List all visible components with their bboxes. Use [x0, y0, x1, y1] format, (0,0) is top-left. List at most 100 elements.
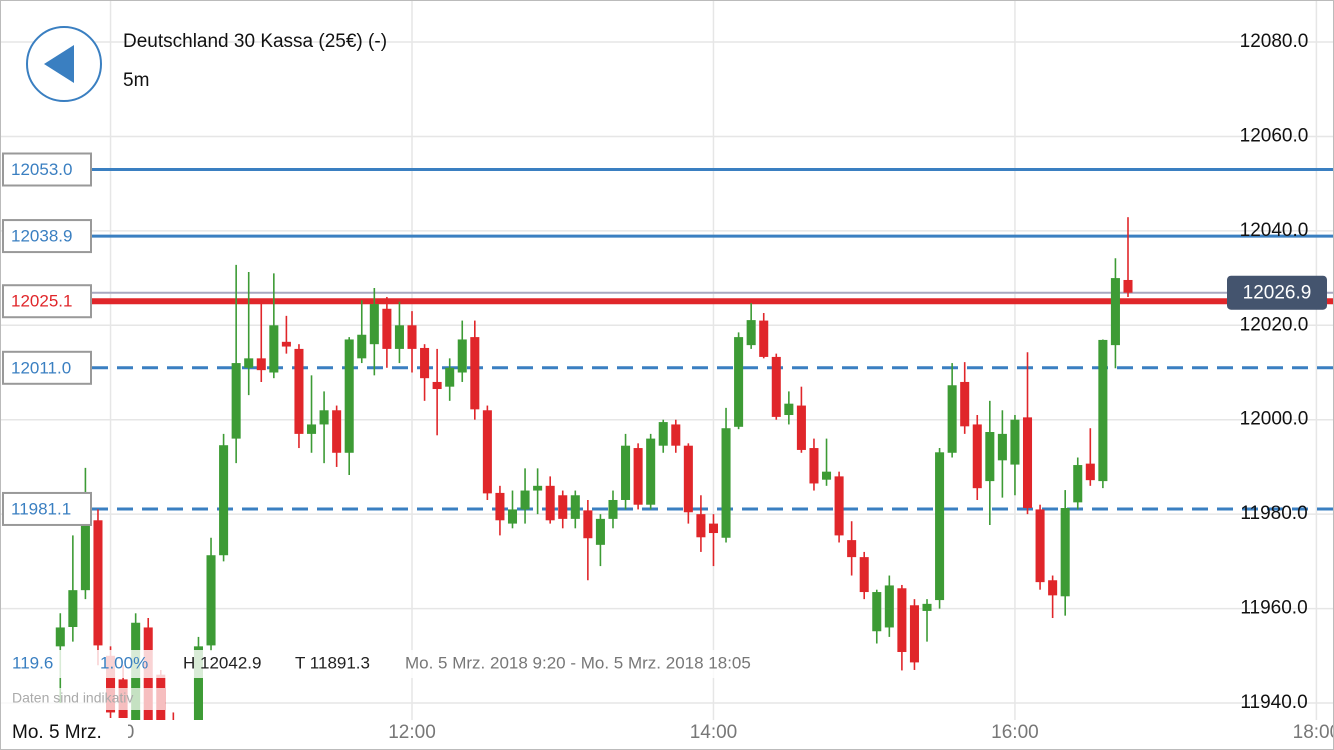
x-date-label: Mo. 5 Mrz.: [12, 722, 102, 743]
price-label: 12011.0: [11, 358, 71, 377]
candle-body: [784, 403, 794, 416]
candle-body: [445, 367, 455, 387]
candle-body: [420, 347, 430, 379]
info-note: Daten sind indikativ: [12, 690, 133, 706]
candle-body: [595, 518, 605, 545]
info-change: 119.6: [12, 653, 53, 672]
back-arrow[interactable]: [44, 45, 74, 83]
price-label: 12025.1: [11, 292, 72, 311]
candle-body: [771, 356, 781, 417]
price-label-box: [2, 350, 92, 385]
candle-body: [269, 325, 279, 373]
candle-body: [545, 485, 555, 521]
candle-body: [796, 405, 806, 450]
candle-body: [646, 438, 656, 505]
x-tick-label: 16:00: [991, 722, 1039, 743]
y-tick-label: 11980.0: [1240, 503, 1307, 524]
note-backdrop: [0, 688, 165, 710]
candle-body: [80, 495, 90, 591]
date-label-box: [0, 718, 128, 750]
candle-body: [369, 304, 379, 345]
candle-body: [495, 492, 505, 521]
candles: [55, 217, 1133, 720]
candle-body: [432, 381, 442, 390]
candle-body: [909, 605, 919, 663]
candle-body: [1010, 419, 1020, 465]
last-price-tag: [1227, 275, 1327, 310]
y-tick-label: 12040.0: [1240, 220, 1309, 241]
candle-body: [935, 452, 945, 601]
candle-body: [1073, 465, 1083, 503]
info-low: T 11891.3: [295, 653, 370, 672]
candle-body: [721, 428, 731, 538]
candle-body: [382, 308, 392, 349]
price-label: 11981.1: [11, 499, 71, 518]
candle-body: [357, 334, 367, 359]
info-backdrop: [0, 650, 820, 678]
candle-body: [93, 520, 103, 646]
price-label-box: [2, 219, 92, 254]
y-tick-label: 12080.0: [1240, 31, 1309, 52]
candle-body: [746, 320, 756, 346]
last-price-label: 12026.9: [1243, 283, 1312, 304]
candle-body: [106, 655, 116, 713]
y-tick-label: 12020.0: [1240, 314, 1309, 335]
candle-body: [206, 555, 216, 646]
x-tick-label: 12:00: [388, 722, 436, 743]
candle-body: [533, 485, 543, 491]
candle-body: [570, 495, 580, 519]
candle-body: [482, 410, 492, 494]
info-change-pct: 1.00%: [100, 653, 148, 672]
candle-body: [1098, 339, 1108, 482]
info-high: H 12042.9: [183, 653, 261, 672]
candle-body: [1048, 580, 1058, 596]
candle-body: [734, 337, 744, 427]
candle-body: [294, 348, 304, 434]
candle-body: [1085, 463, 1095, 481]
candle-body: [834, 476, 844, 536]
candle-body: [558, 495, 568, 519]
candle-body: [583, 510, 593, 539]
candle-body: [947, 385, 957, 453]
y-tick-label: 12000.0: [1240, 409, 1309, 430]
candle-body: [897, 588, 907, 653]
overlays: 12053.0 12038.9 12025.1 12011.0 11981.1 11940…: [0, 31, 1334, 750]
chart-title: Deutschland 30 Kassa (25€) (-): [123, 31, 387, 52]
back-button[interactable]: [26, 26, 102, 102]
candle-body: [470, 337, 480, 410]
candle-body: [256, 358, 266, 371]
y-tick-label: 12060.0: [1240, 125, 1309, 146]
candle-body: [520, 490, 530, 510]
candle-body: [394, 325, 404, 349]
price-label: 12038.9: [11, 227, 72, 246]
candle-body: [872, 592, 882, 632]
candle-body: [683, 445, 693, 513]
candle-body: [884, 585, 894, 628]
candle-body: [1022, 417, 1033, 509]
price-label: 12053.0: [11, 160, 72, 179]
candle-body: [972, 424, 982, 489]
candle-body: [633, 448, 643, 505]
x-tick-label: 14:00: [690, 722, 738, 743]
candle-body: [759, 320, 769, 357]
chart-subtitle: 5m: [123, 70, 149, 91]
price-label-box: [2, 284, 92, 319]
y-tick-label: 11940.0: [1240, 692, 1307, 713]
x-tick-label: 18:00: [1293, 722, 1334, 743]
candle-body: [407, 325, 417, 349]
candle-body: [658, 422, 668, 446]
x-axis-strip: [0, 720, 1334, 750]
candle-body: [1123, 279, 1133, 293]
candle-body: [997, 433, 1007, 461]
candle-body: [985, 432, 995, 482]
candle-body: [1060, 508, 1070, 597]
candle-body: [219, 445, 229, 556]
info-range: Mo. 5 Mrz. 2018 9:20 - Mo. 5 Mrz. 2018 1…: [405, 653, 751, 672]
candle-body: [457, 339, 467, 373]
candle-body: [960, 381, 970, 427]
candle-body: [708, 523, 718, 534]
candle-body: [344, 339, 354, 453]
